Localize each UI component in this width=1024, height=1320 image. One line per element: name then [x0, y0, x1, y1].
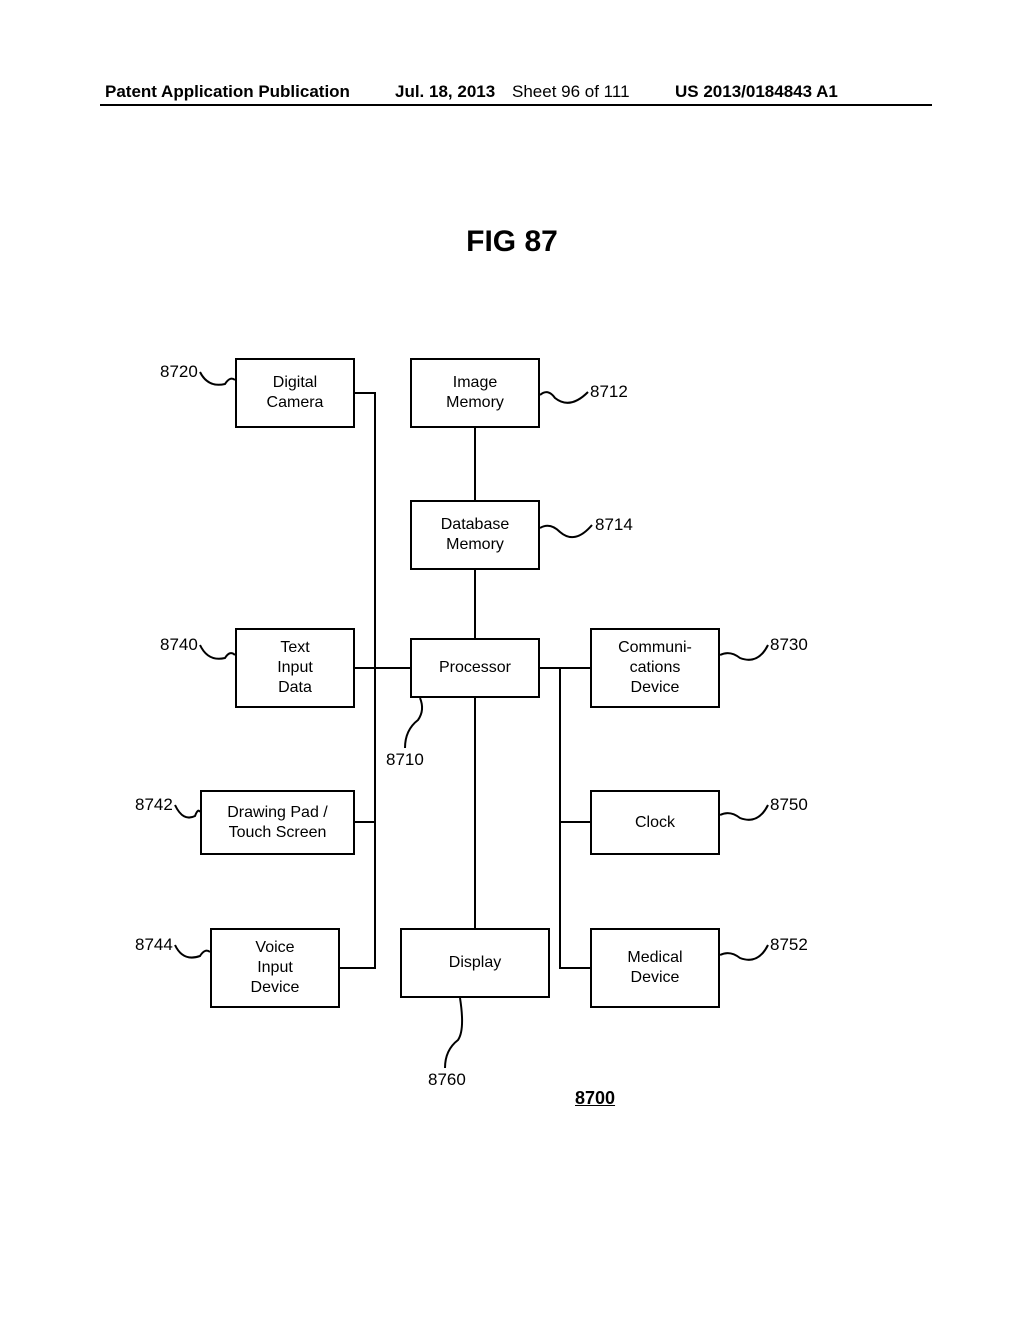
- ref-8744: 8744: [135, 935, 173, 955]
- block-label-voice_input: VoiceInputDevice: [251, 938, 300, 998]
- block-label-processor: Processor: [439, 658, 511, 678]
- header-publication-type: Patent Application Publication: [105, 82, 350, 102]
- leader-8760: [445, 998, 462, 1068]
- block-text_input: TextInputData: [235, 628, 355, 708]
- figure-title: FIG 87: [0, 225, 1024, 259]
- block-label-clock: Clock: [635, 813, 675, 833]
- block-drawing_pad: Drawing Pad /Touch Screen: [200, 790, 355, 855]
- leader-8740: [200, 645, 235, 659]
- header-date: Jul. 18, 2013: [395, 82, 495, 102]
- block-camera: DigitalCamera: [235, 358, 355, 428]
- header-publication-number: US 2013/0184843 A1: [675, 82, 838, 102]
- block-display: Display: [400, 928, 550, 998]
- block-medical: MedicalDevice: [590, 928, 720, 1008]
- edge-camera: [355, 393, 410, 668]
- block-label-camera: DigitalCamera: [267, 373, 324, 413]
- leader-8710: [405, 698, 422, 748]
- ref-8712: 8712: [590, 382, 628, 402]
- system-ref: 8700: [575, 1088, 615, 1109]
- block-label-text_input: TextInputData: [277, 638, 313, 698]
- header-sheet: Sheet 96 of 111: [512, 82, 630, 102]
- patent-page: Patent Application Publication Jul. 18, …: [0, 0, 1024, 1320]
- block-label-drawing_pad: Drawing Pad /Touch Screen: [227, 803, 328, 843]
- ref-8730: 8730: [770, 635, 808, 655]
- ref-8720: 8720: [160, 362, 198, 382]
- leader-8744: [175, 945, 210, 958]
- edge-medical: [560, 822, 590, 968]
- ref-8740: 8740: [160, 635, 198, 655]
- leader-8752: [720, 945, 768, 960]
- leader-8712: [540, 392, 588, 403]
- leader-8714: [540, 525, 592, 537]
- edge-drawing_pad: [355, 668, 375, 822]
- leader-8720: [200, 372, 235, 385]
- block-label-comm: Communi-cationsDevice: [618, 638, 692, 698]
- block-clock: Clock: [590, 790, 720, 855]
- block-label-image_mem: ImageMemory: [446, 373, 504, 413]
- diagram-wires: [0, 300, 1024, 1200]
- ref-8760: 8760: [428, 1070, 466, 1090]
- block-voice_input: VoiceInputDevice: [210, 928, 340, 1008]
- header-rule: [100, 104, 932, 106]
- leader-8730: [720, 645, 768, 660]
- leader-8750: [720, 805, 768, 820]
- ref-8714: 8714: [595, 515, 633, 535]
- block-label-medical: MedicalDevice: [627, 948, 682, 988]
- ref-8752: 8752: [770, 935, 808, 955]
- ref-8750: 8750: [770, 795, 808, 815]
- block-label-db_mem: DatabaseMemory: [441, 515, 510, 555]
- block-image_mem: ImageMemory: [410, 358, 540, 428]
- block-label-display: Display: [449, 953, 501, 973]
- block-diagram: Processor ImageMemory DatabaseMemory Digita…: [0, 300, 1024, 1200]
- block-processor: Processor: [410, 638, 540, 698]
- block-db_mem: DatabaseMemory: [410, 500, 540, 570]
- ref-8710: 8710: [386, 750, 424, 770]
- block-comm: Communi-cationsDevice: [590, 628, 720, 708]
- edge-clock: [560, 668, 590, 822]
- ref-8742: 8742: [135, 795, 173, 815]
- leader-8742: [175, 805, 200, 818]
